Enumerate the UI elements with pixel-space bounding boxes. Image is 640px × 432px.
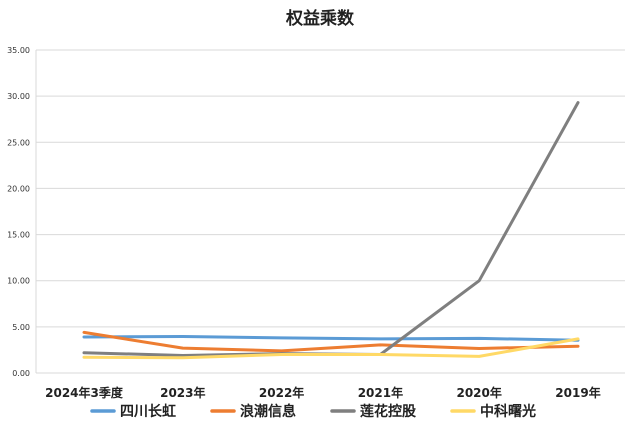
x-tick-label: 2020年 bbox=[456, 385, 501, 400]
y-tick-label: 15.00 bbox=[7, 231, 30, 240]
gridlines bbox=[36, 49, 625, 374]
y-tick-label: 30.00 bbox=[7, 92, 30, 101]
x-tick-label: 2024年3季度 bbox=[45, 385, 124, 400]
series-line-2 bbox=[82, 330, 580, 353]
series-line-4 bbox=[82, 337, 580, 360]
x-axis-ticks: 2024年3季度 2023年 2022年 2021年 2020年 2019年 bbox=[45, 385, 601, 400]
y-tick-label: 5.00 bbox=[12, 323, 30, 332]
x-tick-label: 2023年 bbox=[160, 385, 205, 400]
y-tick-label: 10.00 bbox=[7, 277, 30, 286]
chart-title: 权益乘数 bbox=[285, 8, 355, 29]
y-axis-ticks: 0.00 5.00 10.00 15.00 20.00 25.00 30.00 35.00 bbox=[7, 46, 30, 378]
y-tick-label: 0.00 bbox=[12, 369, 30, 378]
y-tick-label: 35.00 bbox=[7, 46, 30, 55]
series-line-3 bbox=[82, 101, 580, 357]
legend-label: 四川长虹 bbox=[120, 403, 176, 420]
legend-label: 莲花控股 bbox=[360, 403, 417, 420]
x-tick-label: 2021年 bbox=[358, 385, 403, 400]
legend-label: 中科曙光 bbox=[480, 403, 536, 420]
y-tick-label: 20.00 bbox=[7, 184, 30, 193]
series-line-1 bbox=[82, 335, 580, 342]
legend-label: 浪潮信息 bbox=[240, 403, 296, 420]
legend: 四川长虹 浪潮信息 莲花控股 中科曙光 bbox=[90, 403, 536, 420]
y-tick-label: 25.00 bbox=[7, 138, 30, 147]
x-tick-label: 2022年 bbox=[259, 385, 304, 400]
x-tick-label: 2019年 bbox=[555, 385, 600, 400]
series-lines bbox=[82, 101, 580, 360]
